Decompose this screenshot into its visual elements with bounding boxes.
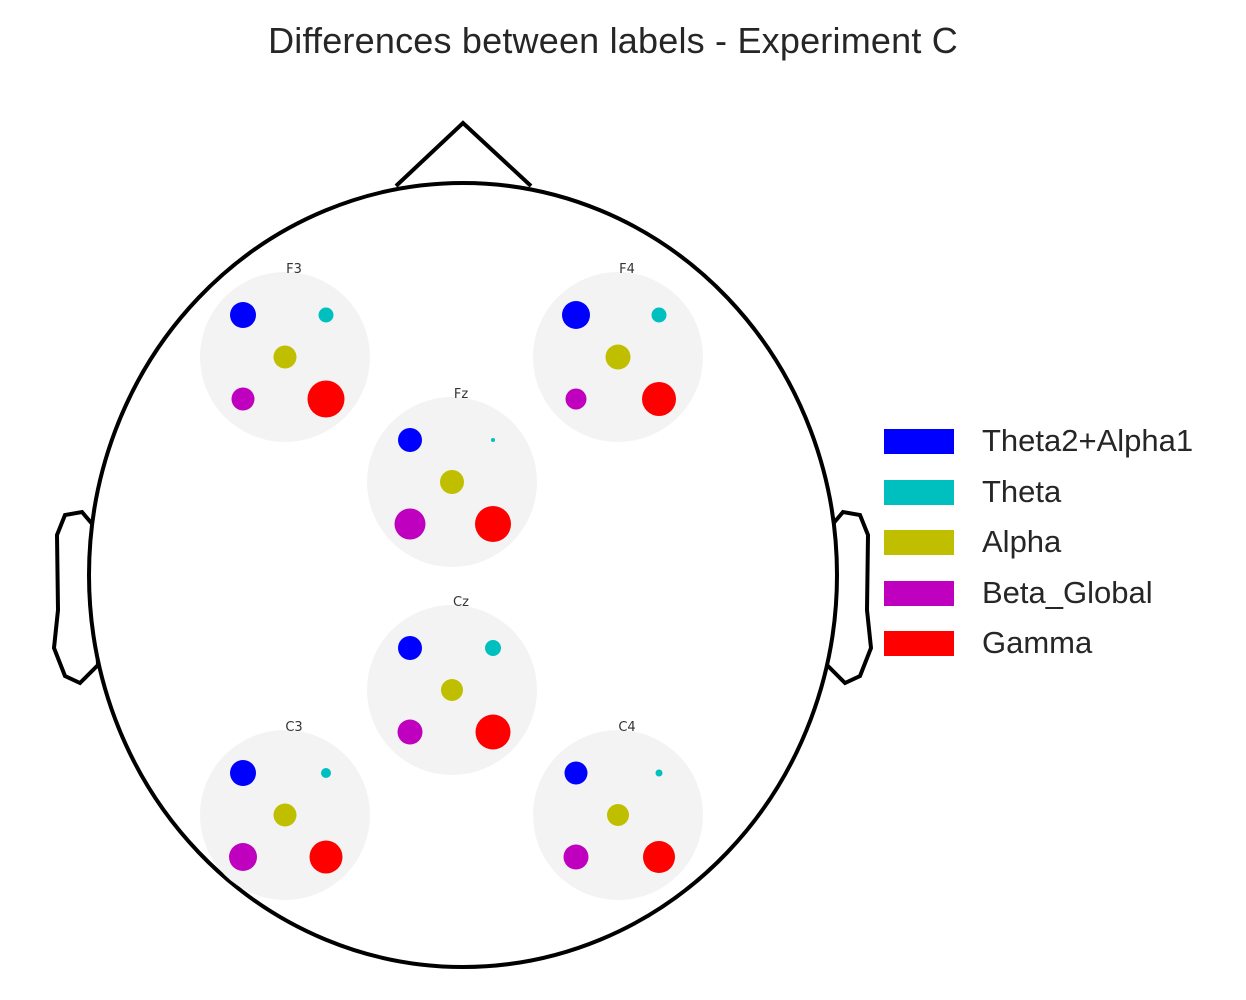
electrode-label: Fz <box>454 387 468 402</box>
legend-label: Beta_Global <box>982 574 1153 610</box>
legend-item: Gamma <box>884 620 1234 671</box>
electrode-c3: C3 <box>200 720 370 900</box>
dot-c4-theta <box>655 769 663 777</box>
head-outline <box>87 181 839 969</box>
left-ear-outline <box>51 509 101 686</box>
legend-item: Theta <box>884 469 1234 520</box>
legend-swatch <box>884 479 954 505</box>
dot-cz-alpha <box>441 679 463 701</box>
legend-label: Theta <box>982 473 1062 509</box>
dot-c3-theta <box>321 768 331 778</box>
legend: Theta2+Alpha1 Theta Alpha Beta_Global Gamma <box>884 418 1234 671</box>
electrode-label: Cz <box>453 595 469 610</box>
electrodes-layer: F3 F4 Fz Cz C3 C4 <box>200 262 703 900</box>
nose-outline <box>394 120 533 188</box>
dot-f3-theta2-alpha1 <box>230 302 256 328</box>
electrode-fz: Fz <box>367 387 537 567</box>
dot-f4-alpha <box>605 344 631 370</box>
dot-f3-beta-global <box>231 387 255 411</box>
electrode-label: F4 <box>619 262 635 277</box>
legend-item: Theta2+Alpha1 <box>884 418 1234 469</box>
legend-swatch <box>884 580 954 606</box>
electrode-f3: F3 <box>200 262 370 442</box>
dot-fz-theta <box>491 438 495 442</box>
dot-fz-beta-global <box>394 508 426 540</box>
dot-c3-theta2-alpha1 <box>230 760 256 786</box>
electrode-label: F3 <box>286 262 302 277</box>
electrode-cz: Cz <box>367 595 537 775</box>
dot-c4-alpha <box>607 804 629 826</box>
chart-title: Differences between labels - Experiment … <box>268 20 958 61</box>
electrode-c4: C4 <box>533 720 703 900</box>
dot-c3-gamma <box>309 840 343 874</box>
legend-item: Alpha <box>884 519 1234 570</box>
dot-f4-gamma <box>642 382 676 416</box>
dot-c4-beta-global <box>563 844 589 870</box>
dot-f4-beta-global <box>565 388 587 410</box>
dot-fz-gamma <box>475 506 511 542</box>
dot-f3-gamma <box>307 380 345 418</box>
electrode-label: C4 <box>618 720 635 735</box>
dot-cz-gamma <box>475 714 511 750</box>
dot-fz-theta2-alpha1 <box>398 428 422 452</box>
dot-f4-theta <box>651 307 667 323</box>
dot-c3-alpha <box>273 803 297 827</box>
legend-label: Gamma <box>982 625 1093 660</box>
right-ear-outline <box>824 509 874 686</box>
dot-cz-theta <box>485 640 501 656</box>
legend-swatch <box>884 530 954 555</box>
dot-f4-theta2-alpha1 <box>562 301 590 329</box>
dot-c4-gamma <box>643 841 675 873</box>
dot-fz-alpha <box>440 470 464 494</box>
legend-swatch <box>884 429 954 454</box>
dot-c3-beta-global <box>229 843 257 871</box>
electrode-f4: F4 <box>533 262 703 442</box>
legend-swatch <box>884 631 954 656</box>
legend-item: Beta_Global <box>884 570 1234 621</box>
legend-label: Alpha <box>982 524 1062 559</box>
dot-c4-theta2-alpha1 <box>564 761 588 785</box>
dot-f3-theta <box>318 307 334 323</box>
electrode-label: C3 <box>285 720 302 735</box>
dot-cz-beta-global <box>397 719 423 745</box>
dot-f3-alpha <box>273 345 297 369</box>
legend-label: Theta2+Alpha1 <box>982 423 1194 458</box>
dot-cz-theta2-alpha1 <box>398 636 422 660</box>
